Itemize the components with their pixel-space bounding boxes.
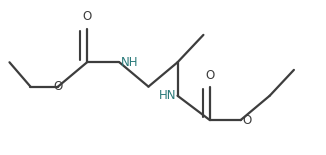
Text: HN: HN (158, 89, 176, 102)
Text: NH: NH (121, 56, 139, 69)
Text: O: O (205, 69, 215, 82)
Text: O: O (53, 80, 63, 93)
Text: O: O (242, 114, 251, 127)
Text: O: O (82, 10, 92, 23)
